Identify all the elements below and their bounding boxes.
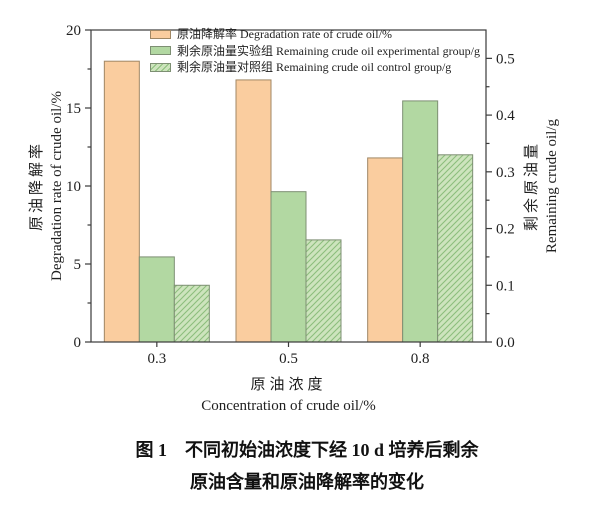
legend-item-degradation-rate: 原油降解率 Degradation rate of crude oil/% [150, 26, 480, 43]
bar-series0-cat0.5 [235, 79, 272, 343]
bars [103, 60, 474, 343]
bar-series1-cat0.5 [270, 191, 307, 343]
bar-series2-cat0.3 [173, 284, 210, 343]
left-tick-label: 0 [74, 335, 82, 351]
legend-label: 原油降解率 Degradation rate of crude oil/% [177, 27, 392, 42]
left-axis-title: 原油降解率 Degradation rate of crude oil/% [27, 11, 67, 361]
left-tick-label: 15 [66, 101, 81, 117]
legend-item-remaining-experimental: 剩余原油量实验组 Remaining crude oil experimenta… [150, 43, 480, 60]
right-tick-label: 0.5 [496, 51, 515, 67]
x-axis-title: 原油浓度 Concentration of crude oil/% [91, 375, 486, 417]
left-axis-title-en: Degradation rate of crude oil/% [49, 91, 65, 281]
right-tick-label: 0.1 [496, 278, 515, 294]
x-tick-label: 0.5 [279, 351, 298, 367]
legend-item-remaining-control: 剩余原油量对照组 Remaining crude oil control gro… [150, 59, 480, 76]
bar-series2-cat0.5 [305, 239, 342, 343]
legend-label: 剩余原油量对照组 Remaining crude oil control gro… [177, 60, 452, 75]
left-tick-label: 10 [66, 179, 81, 195]
legend-swatch-green-solid [150, 46, 171, 56]
right-axis-title: 剩余原油量 Remaining crude oil/g [522, 11, 562, 361]
right-tick-label: 0.3 [496, 165, 515, 181]
bar-series1-cat0.3 [138, 256, 175, 343]
bar-series0-cat0.3 [103, 60, 140, 343]
bar-series2-cat0.8 [437, 154, 474, 343]
left-tick-label: 5 [74, 257, 82, 273]
x-tick-label: 0.8 [411, 351, 430, 367]
x-axis-ticks: 0.3 0.5 0.8 [147, 342, 430, 367]
figure-caption: 图 1 不同初始油浓度下经 10 d 培养后剩余 原油含量和原油降解率的变化 [0, 434, 614, 498]
right-axis-title-en: Remaining crude oil/g [544, 118, 560, 254]
right-tick-label: 0.2 [496, 222, 515, 238]
bar-series0-cat0.8 [367, 157, 404, 343]
left-axis-ticks: 0 5 10 15 20 [66, 23, 91, 351]
x-tick-label: 0.3 [147, 351, 166, 367]
bar-series1-cat0.8 [402, 100, 439, 343]
figure-caption-line1: 图 1 不同初始油浓度下经 10 d 培养后剩余 [135, 440, 479, 460]
left-axis-title-zh: 原油降解率 [29, 141, 45, 232]
right-axis-ticks: 0.0 0.1 0.2 0.3 0.4 0.5 [486, 51, 515, 351]
right-tick-label: 0.4 [496, 108, 515, 124]
right-tick-label: 0.0 [496, 335, 515, 351]
right-axis-title-zh: 剩余原油量 [524, 141, 540, 232]
figure-caption-line2: 原油含量和原油降解率的变化 [190, 472, 424, 492]
legend-label: 剩余原油量实验组 Remaining crude oil experimenta… [177, 43, 480, 58]
bar-chart-canvas: 0 5 10 15 20 0.0 0.1 0.2 0.3 0.4 0.5 0.3 0.5 0.8 [66, 23, 515, 367]
chart-legend: 原油降解率 Degradation rate of crude oil/% 剩余… [150, 26, 480, 76]
x-axis-title-en: Concentration of crude oil/% [201, 398, 376, 414]
x-axis-title-zh: 原油浓度 [250, 377, 327, 393]
legend-swatch-green-hatched [150, 62, 171, 72]
left-tick-label: 20 [66, 23, 81, 39]
legend-swatch-orange-solid [150, 29, 171, 39]
